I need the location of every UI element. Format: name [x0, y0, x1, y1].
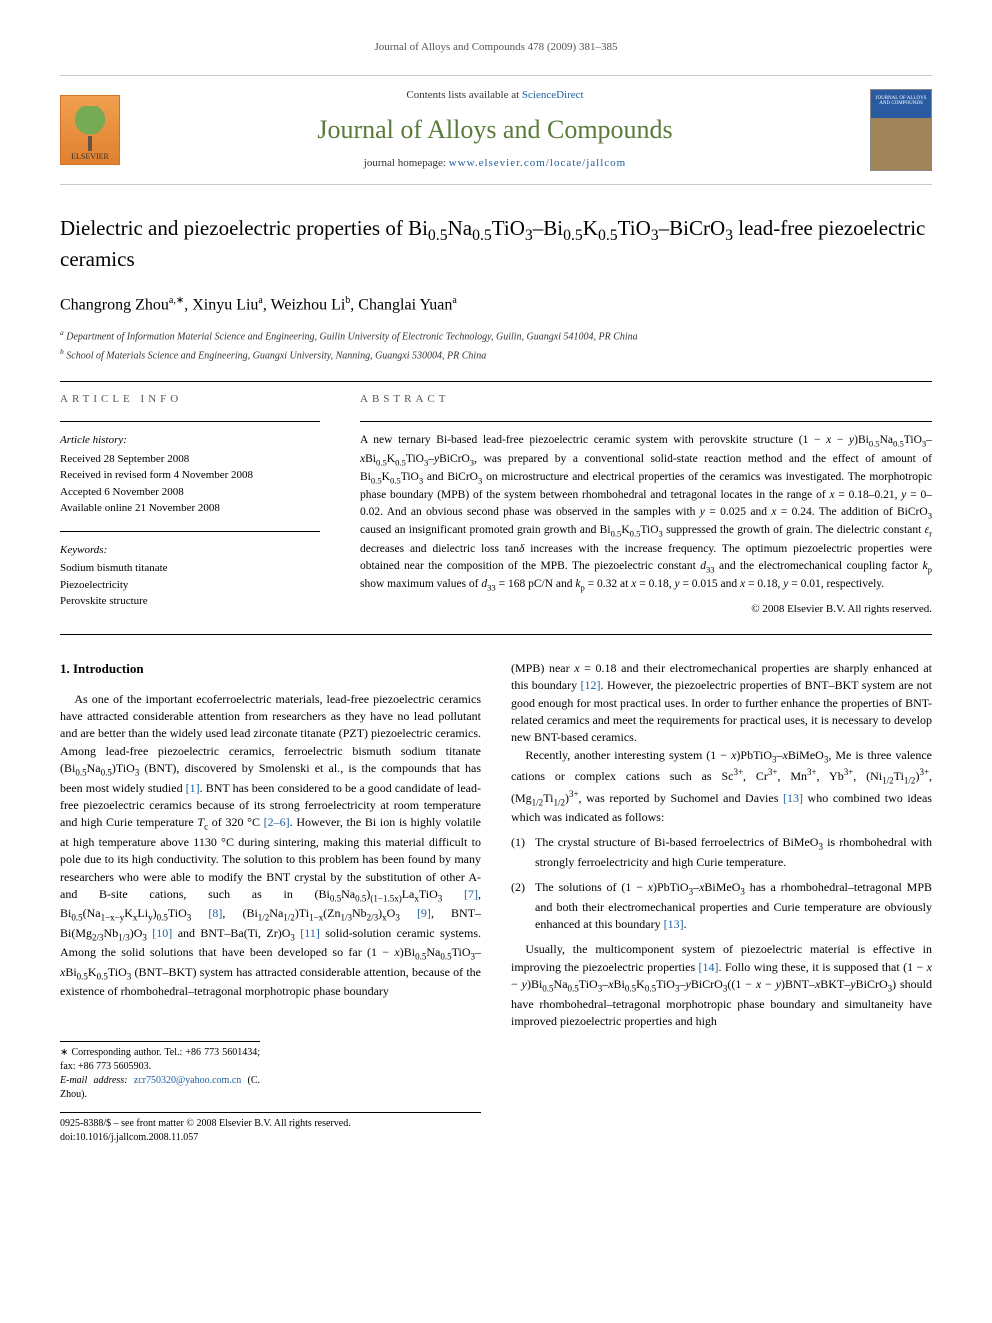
- affiliation-line: b School of Materials Science and Engine…: [60, 347, 932, 363]
- journal-homepage-line: journal homepage: www.elsevier.com/locat…: [120, 156, 870, 171]
- history-heading: Article history:: [60, 432, 320, 449]
- article-history-block: Article history: Received 28 September 2…: [60, 432, 320, 517]
- intro-heading: 1. Introduction: [60, 660, 481, 679]
- keywords-heading: Keywords:: [60, 542, 320, 559]
- col2-paragraph-1: (MPB) near x = 0.18 and their electromec…: [511, 660, 932, 747]
- abstract-text: A new ternary Bi-based lead-free piezoel…: [360, 432, 932, 594]
- affiliations-block: a Department of Information Material Sci…: [60, 328, 932, 363]
- body-column-right: (MPB) near x = 0.18 and their electromec…: [511, 660, 932, 1145]
- col2-paragraph-2: Recently, another interesting system (1 …: [511, 747, 932, 827]
- email-label: E-mail address:: [60, 1075, 134, 1086]
- elsevier-label: ELSEVIER: [71, 151, 109, 162]
- author-name: Changrong Zhou: [60, 296, 169, 313]
- abstract-label: abstract: [360, 392, 932, 407]
- list-content: The crystal structure of Bi-based ferroe…: [535, 834, 932, 871]
- elsevier-tree-icon: [70, 106, 110, 151]
- info-abstract-row: article info Article history: Received 2…: [60, 392, 932, 624]
- keyword-line: Perovskite structure: [60, 593, 320, 610]
- footer-issn-doi: 0925-8388/$ – see front matter © 2008 El…: [60, 1112, 481, 1145]
- journal-cover-thumbnail: JOURNAL OF ALLOYS AND COMPOUNDS: [870, 89, 932, 171]
- authors-line: Changrong Zhoua,∗, Xinyu Liua, Weizhou L…: [60, 294, 932, 317]
- main-body-columns: 1. Introduction As one of the important …: [60, 660, 932, 1145]
- info-divider-2: [60, 531, 320, 532]
- keyword-line: Sodium bismuth titanate: [60, 560, 320, 577]
- journal-header-bar: ELSEVIER Contents lists available at Sci…: [60, 75, 932, 184]
- abstract-copyright: © 2008 Elsevier B.V. All rights reserved…: [360, 602, 932, 617]
- author-affil-mark: b: [345, 295, 350, 306]
- list-number: (2): [511, 879, 535, 933]
- article-title: Dielectric and piezoelectric properties …: [60, 215, 932, 274]
- corr-email-line: E-mail address: zcr750320@yahoo.com.cn (…: [60, 1074, 260, 1102]
- journal-title: Journal of Alloys and Compounds: [120, 112, 870, 148]
- history-line: Received in revised form 4 November 2008: [60, 467, 320, 484]
- divider-top: [60, 381, 932, 382]
- homepage-label: journal homepage:: [364, 157, 449, 169]
- list-item: (2) The solutions of (1 − x)PbTiO3–xBiMe…: [511, 879, 932, 933]
- history-line: Available online 21 November 2008: [60, 500, 320, 517]
- doi-line: doi:10.1016/j.jallcom.2008.11.057: [60, 1131, 481, 1145]
- divider-bottom: [60, 634, 932, 635]
- contents-available-text: Contents lists available at ScienceDirec…: [120, 88, 870, 103]
- abstract-divider: [360, 421, 932, 422]
- enumerated-list: (1) The crystal structure of Bi-based fe…: [511, 834, 932, 933]
- author-name: Weizhou Li: [271, 296, 346, 313]
- issn-line: 0925-8388/$ – see front matter © 2008 El…: [60, 1117, 481, 1131]
- affiliation-line: a Department of Information Material Sci…: [60, 328, 932, 344]
- contents-label: Contents lists available at: [406, 89, 521, 101]
- intro-paragraph-1: As one of the important ecoferroelectric…: [60, 691, 481, 1001]
- col2-paragraph-3: Usually, the multicomponent system of pi…: [511, 941, 932, 1030]
- history-line: Accepted 6 November 2008: [60, 484, 320, 501]
- author-name: Xinyu Liu: [192, 296, 258, 313]
- corr-email-link[interactable]: zcr750320@yahoo.com.cn: [134, 1075, 242, 1086]
- list-number: (1): [511, 834, 535, 871]
- author-name: Changlai Yuan: [358, 296, 452, 313]
- info-divider-1: [60, 421, 320, 422]
- homepage-link[interactable]: www.elsevier.com/locate/jallcom: [449, 157, 627, 169]
- list-item: (1) The crystal structure of Bi-based fe…: [511, 834, 932, 871]
- corr-tel-fax: ∗ Corresponding author. Tel.: +86 773 56…: [60, 1046, 260, 1074]
- abstract-column: abstract A new ternary Bi-based lead-fre…: [360, 392, 932, 624]
- article-info-column: article info Article history: Received 2…: [60, 392, 320, 624]
- list-content: The solutions of (1 − x)PbTiO3–xBiMeO3 h…: [535, 879, 932, 933]
- footer-zone: ∗ Corresponding author. Tel.: +86 773 56…: [60, 1041, 481, 1145]
- elsevier-logo: ELSEVIER: [60, 95, 120, 165]
- corresponding-author-block: ∗ Corresponding author. Tel.: +86 773 56…: [60, 1041, 260, 1102]
- journal-center-block: Contents lists available at ScienceDirec…: [120, 88, 870, 171]
- author-affil-mark: a,∗: [169, 295, 184, 306]
- author-affil-mark: a: [452, 295, 456, 306]
- cover-text: JOURNAL OF ALLOYS AND COMPOUNDS: [871, 96, 931, 107]
- keywords-block: Keywords: Sodium bismuth titanatePiezoel…: [60, 542, 320, 610]
- keyword-line: Piezoelectricity: [60, 577, 320, 594]
- history-line: Received 28 September 2008: [60, 451, 320, 468]
- sciencedirect-link[interactable]: ScienceDirect: [522, 89, 584, 101]
- article-info-label: article info: [60, 392, 320, 407]
- body-column-left: 1. Introduction As one of the important …: [60, 660, 481, 1145]
- author-affil-mark: a: [258, 295, 262, 306]
- header-journal-ref: Journal of Alloys and Compounds 478 (200…: [60, 40, 932, 55]
